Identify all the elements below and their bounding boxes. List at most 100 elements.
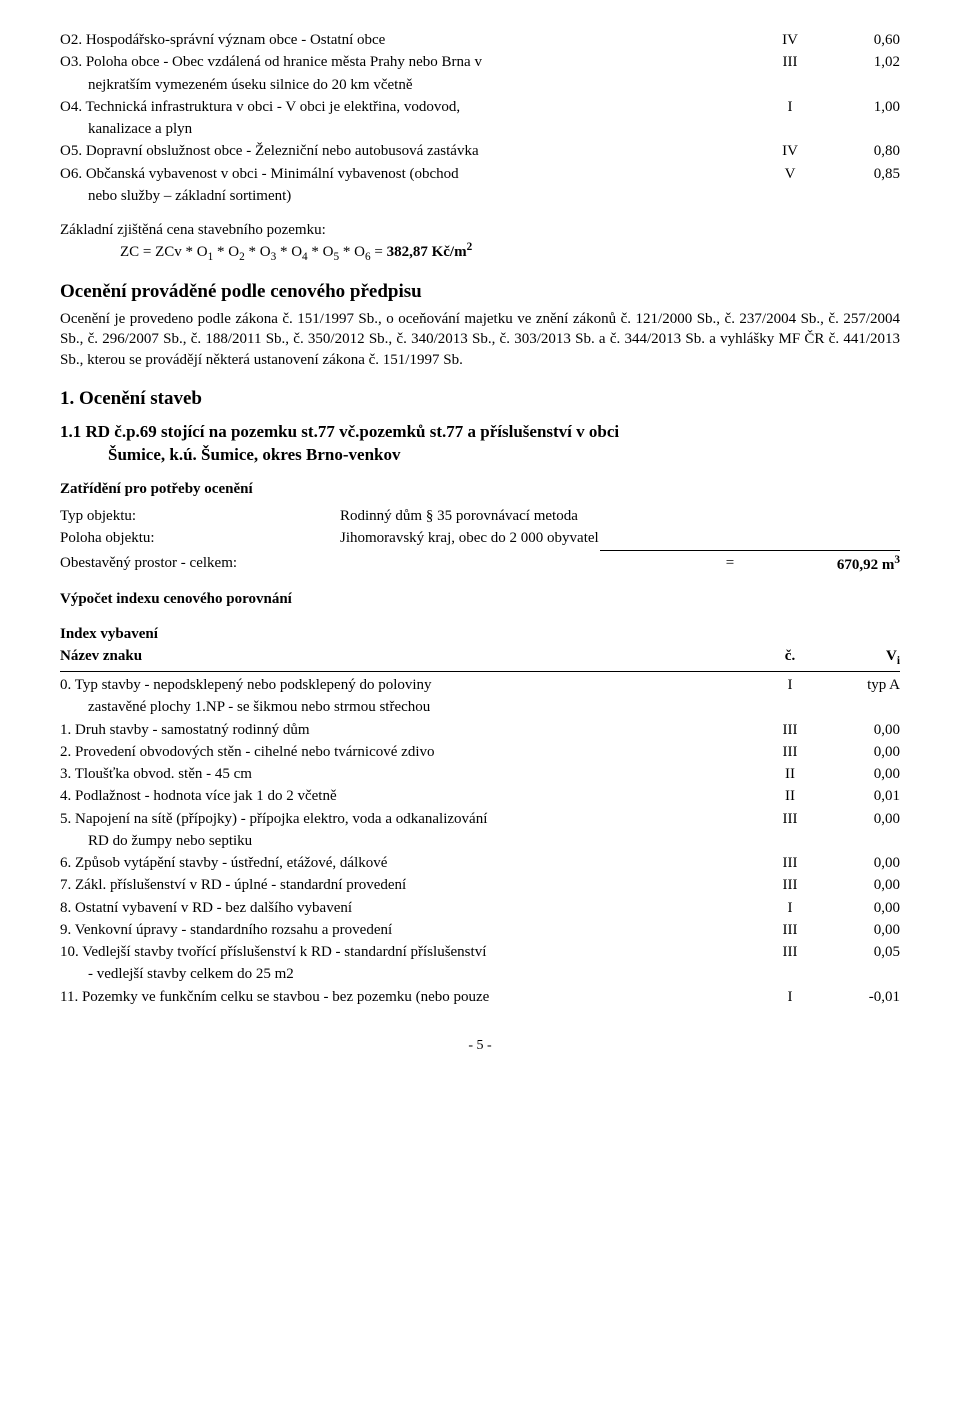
- row-label: RD do žumpy nebo septiku: [60, 831, 760, 851]
- table-row: RD do žumpy nebo septiku: [60, 831, 900, 851]
- table-row: 9. Venkovní úpravy - standardního rozsah…: [60, 920, 900, 940]
- row-label: 2. Provedení obvodových stěn - cihelné n…: [60, 742, 760, 762]
- row-val: 0,00: [820, 742, 900, 762]
- valuation-heading: Ocenění prováděné podle cenového předpis…: [60, 279, 900, 305]
- row-num: IV: [760, 141, 820, 161]
- row-val: 0,00: [820, 720, 900, 740]
- row-label: 1. Druh stavby - samostatný rodinný dům: [60, 720, 760, 740]
- obest-row: Obestavěný prostor - celkem: = 670,92 m3: [60, 553, 900, 575]
- table-row: 8. Ostatní vybavení v RD - bez dalšího v…: [60, 898, 900, 918]
- table-row: O2. Hospodářsko-správní význam obce - Os…: [60, 30, 900, 50]
- typ-label: Typ objektu:: [60, 506, 340, 526]
- row-num: I: [760, 675, 820, 695]
- zatrideni-title: Zatřídění pro potřeby ocenění: [60, 479, 900, 499]
- row-label: zastavěné plochy 1.NP - se šikmou nebo s…: [60, 697, 760, 717]
- table-row: 1. Druh stavby - samostatný rodinný důmI…: [60, 720, 900, 740]
- row-num: III: [760, 742, 820, 762]
- table-row: - vedlejší stavby celkem do 25 m2: [60, 964, 900, 984]
- row-label: 6. Způsob vytápění stavby - ústřední, et…: [60, 853, 760, 873]
- vypocet-title: Výpočet indexu cenového porovnání: [60, 589, 900, 609]
- row-val: 0,00: [820, 875, 900, 895]
- row-num: IV: [760, 30, 820, 50]
- row-num: III: [760, 920, 820, 940]
- criteria-list-vybaveni: 0. Typ stavby - nepodsklepený nebo podsk…: [60, 675, 900, 1007]
- row-num: I: [760, 898, 820, 918]
- obest-eq: =: [700, 553, 760, 575]
- table-row: nejkratším vymezeném úseku silnice do 20…: [60, 75, 900, 95]
- typ-value: Rodinný dům § 35 porovnávací metoda: [340, 506, 900, 526]
- row-label: nebo služby – základní sortiment): [60, 186, 760, 206]
- row-num: II: [760, 786, 820, 806]
- typ-row: Typ objektu: Rodinný dům § 35 porovnávac…: [60, 506, 900, 526]
- row-num: III: [760, 875, 820, 895]
- rd-title: 1.1 RD č.p.69 stojící na pozemku st.77 v…: [60, 421, 900, 467]
- th-vi: Vi: [820, 646, 900, 669]
- table-row: 3. Tloušťka obvod. stěn - 45 cmII0,00: [60, 764, 900, 784]
- poloha-value: Jihomoravský kraj, obec do 2 000 obyvate…: [340, 528, 900, 548]
- table-row: zastavěné plochy 1.NP - se šikmou nebo s…: [60, 697, 900, 717]
- row-label: 8. Ostatní vybavení v RD - bez dalšího v…: [60, 898, 760, 918]
- row-label: O5. Dopravní obslužnost obce - Železničn…: [60, 141, 760, 161]
- table-row: 10. Vedlejší stavby tvořící příslušenstv…: [60, 942, 900, 962]
- criteria-list-top: O2. Hospodářsko-správní význam obce - Os…: [60, 30, 900, 206]
- row-num: III: [760, 853, 820, 873]
- row-label: O3. Poloha obce - Obec vzdálená od hrani…: [60, 52, 760, 72]
- table-row: O5. Dopravní obslužnost obce - Železničn…: [60, 141, 900, 161]
- th-cislo: č.: [760, 646, 820, 669]
- table-row: nebo služby – základní sortiment): [60, 186, 900, 206]
- row-label: 11. Pozemky ve funkčním celku se stavbou…: [60, 987, 760, 1007]
- row-num: III: [760, 720, 820, 740]
- th-nazev: Název znaku: [60, 646, 760, 669]
- table-row: 5. Napojení na sítě (přípojky) - přípojk…: [60, 809, 900, 829]
- index-vybaveni-title: Index vybavení: [60, 624, 900, 644]
- divider-line: [600, 550, 900, 551]
- row-label: 3. Tloušťka obvod. stěn - 45 cm: [60, 764, 760, 784]
- rd-title-line1: 1.1 RD č.p.69 stojící na pozemku st.77 v…: [60, 421, 900, 444]
- row-val: 0,00: [820, 853, 900, 873]
- table-row: 2. Provedení obvodových stěn - cihelné n…: [60, 742, 900, 762]
- poloha-label: Poloha objektu:: [60, 528, 340, 548]
- poloha-row: Poloha objektu: Jihomoravský kraj, obec …: [60, 528, 900, 548]
- row-num: I: [760, 97, 820, 117]
- section-1-title: 1. Ocenění staveb: [60, 386, 900, 412]
- base-price-formula: ZC = ZCv * O1 * O2 * O3 * O4 * O5 * O6 =…: [60, 240, 900, 265]
- row-label: 9. Venkovní úpravy - standardního rozsah…: [60, 920, 760, 940]
- row-num: II: [760, 764, 820, 784]
- row-val: 0,00: [820, 809, 900, 829]
- row-val: 0,01: [820, 786, 900, 806]
- row-num: V: [760, 164, 820, 184]
- row-label: 0. Typ stavby - nepodsklepený nebo podsk…: [60, 675, 760, 695]
- row-val: 0,05: [820, 942, 900, 962]
- row-num: III: [760, 809, 820, 829]
- row-label: O4. Technická infrastruktura v obci - V …: [60, 97, 760, 117]
- base-price-title: Základní zjištěná cena stavebního pozemk…: [60, 220, 900, 240]
- row-val: typ A: [820, 675, 900, 695]
- rd-title-line2: Šumice, k.ú. Šumice, okres Brno-venkov: [60, 444, 900, 467]
- table-row: O3. Poloha obce - Obec vzdálená od hrani…: [60, 52, 900, 72]
- base-price-result: 382,87 Kč/m2: [387, 244, 473, 260]
- row-label: kanalizace a plyn: [60, 119, 760, 139]
- valuation-paragraph: Ocenění je provedeno podle zákona č. 151…: [60, 309, 900, 370]
- table-row: 7. Zákl. příslušenství v RD - úplné - st…: [60, 875, 900, 895]
- row-val: 0,60: [820, 30, 900, 50]
- row-val: -0,01: [820, 987, 900, 1007]
- row-val: 0,85: [820, 164, 900, 184]
- table-row: kanalizace a plyn: [60, 119, 900, 139]
- row-label: - vedlejší stavby celkem do 25 m2: [60, 964, 760, 984]
- row-num: III: [760, 942, 820, 962]
- table-row: O4. Technická infrastruktura v obci - V …: [60, 97, 900, 117]
- obest-label: Obestavěný prostor - celkem:: [60, 553, 700, 575]
- table-row: 4. Podlažnost - hodnota více jak 1 do 2 …: [60, 786, 900, 806]
- row-val: 1,02: [820, 52, 900, 72]
- table-header-row: Název znaku č. Vi: [60, 646, 900, 672]
- row-label: O2. Hospodářsko-správní význam obce - Os…: [60, 30, 760, 50]
- obest-value: 670,92 m3: [760, 553, 900, 575]
- row-val: 0,00: [820, 920, 900, 940]
- row-label: 5. Napojení na sítě (přípojky) - přípojk…: [60, 809, 760, 829]
- row-label: 4. Podlažnost - hodnota více jak 1 do 2 …: [60, 786, 760, 806]
- row-label: 7. Zákl. příslušenství v RD - úplné - st…: [60, 875, 760, 895]
- row-label: 10. Vedlejší stavby tvořící příslušenstv…: [60, 942, 760, 962]
- row-num: III: [760, 52, 820, 72]
- row-label: O6. Občanská vybavenost v obci - Minimál…: [60, 164, 760, 184]
- table-row: 6. Způsob vytápění stavby - ústřední, et…: [60, 853, 900, 873]
